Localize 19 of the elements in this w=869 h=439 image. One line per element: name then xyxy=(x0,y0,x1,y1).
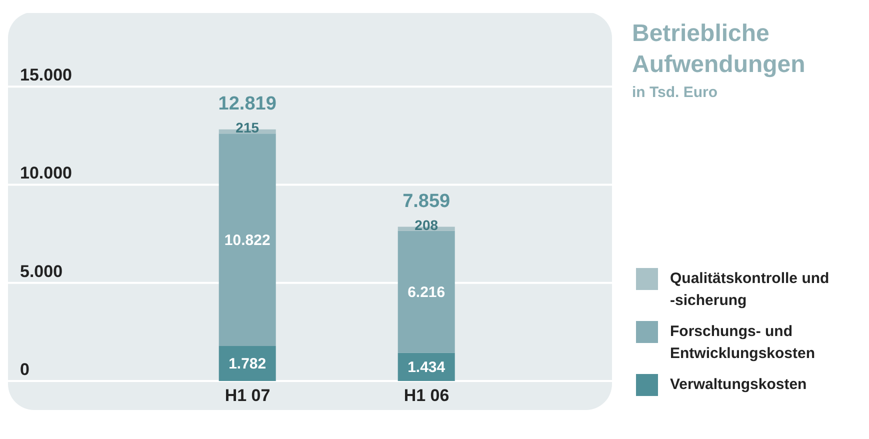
legend-label: Verwaltungskosten xyxy=(670,375,808,395)
data-label: 215 xyxy=(236,119,260,136)
legend-label: Qualitätskontrolle und -sicherung xyxy=(670,269,830,311)
x-tick-label: H1 07 xyxy=(224,386,270,406)
data-label: 6.216 xyxy=(408,284,446,301)
text: in Tsd. Euro xyxy=(632,84,719,101)
data-label: 10.822 xyxy=(224,232,270,249)
text: Betriebliche Aufwendungen xyxy=(632,19,806,80)
y-tick-label: 10.000 xyxy=(20,164,72,183)
data-label: 208 xyxy=(414,216,438,233)
x-tick-label: H1 06 xyxy=(404,386,450,406)
legend-label: Forschungs- und Entwicklungskosten xyxy=(670,322,816,364)
data-label: 1.782 xyxy=(228,356,266,373)
total-label: 7.859 xyxy=(402,190,450,212)
y-tick-label: 15.000 xyxy=(20,66,72,85)
y-tick-label: 5.000 xyxy=(20,262,63,281)
total-label: 12.819 xyxy=(218,93,276,114)
y-tick-label: 0 xyxy=(20,360,30,379)
data-label: 1.434 xyxy=(408,358,446,376)
